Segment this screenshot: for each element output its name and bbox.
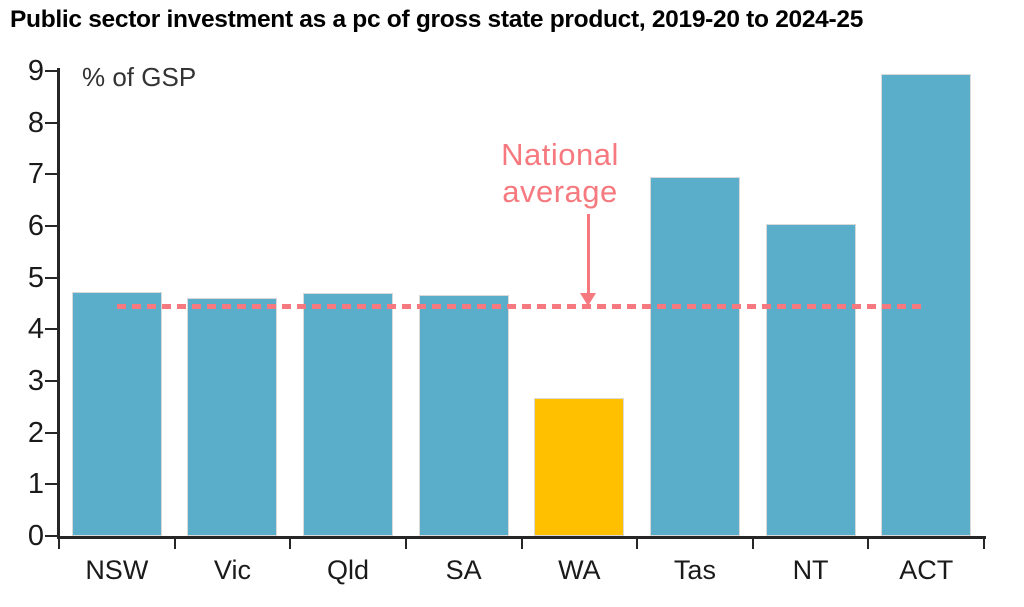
x-axis-tick <box>289 536 292 549</box>
y-axis-tick-label: 9 <box>27 55 44 87</box>
annotation-arrow-line <box>587 214 590 295</box>
national-average-line <box>116 303 927 309</box>
x-axis-tick <box>520 536 523 549</box>
y-axis-tick-label: 7 <box>27 158 44 191</box>
x-axis-label-vic: Vic <box>213 555 251 585</box>
y-axis-unit-label: % of GSP <box>82 62 197 92</box>
y-axis-tick-label: 0 <box>27 520 44 552</box>
x-axis-label-nsw: NSW <box>85 555 149 585</box>
y-axis-tick <box>45 328 57 331</box>
x-axis-label-nt: NT <box>792 555 829 585</box>
national-average-annotation: National average <box>460 136 660 210</box>
x-axis-tick <box>58 536 60 549</box>
x-axis-label-wa: WA <box>558 555 601 585</box>
y-axis-tick-label: 6 <box>27 210 44 242</box>
bar-vic <box>187 298 278 536</box>
x-axis-tick <box>751 536 754 549</box>
annotation-arrow-head-icon <box>580 293 596 307</box>
y-axis-line <box>57 68 60 539</box>
bar-nt <box>765 223 856 536</box>
x-axis-tick <box>867 536 870 549</box>
y-axis-tick-label: 2 <box>27 416 44 449</box>
y-axis-tick <box>45 535 57 537</box>
y-axis-tick-label: 3 <box>27 365 44 397</box>
y-axis-tick <box>45 431 57 434</box>
bar-wa <box>534 397 625 536</box>
x-axis-tick <box>983 536 985 549</box>
y-axis-tick-label: 1 <box>27 468 44 501</box>
x-axis-label-act: ACT <box>899 555 954 585</box>
x-axis-tick <box>173 536 176 549</box>
y-axis-tick <box>45 121 57 124</box>
x-axis-label-tas: Tas <box>673 555 716 585</box>
annotation-line-1: National <box>501 137 619 172</box>
x-axis-label-sa: SA <box>445 555 482 585</box>
x-axis-tick <box>404 536 407 549</box>
bar-tas <box>649 176 740 536</box>
y-axis-tick-label: 8 <box>27 106 44 139</box>
y-axis-tick <box>45 380 57 382</box>
y-axis-tick <box>45 225 57 227</box>
y-axis-tick <box>45 483 57 486</box>
bar-sa <box>418 295 509 536</box>
bar-nsw <box>71 291 162 536</box>
chart-title: Public sector investment as a pc of gros… <box>10 6 864 33</box>
x-axis-label-qld: Qld <box>327 555 370 585</box>
y-axis-tick <box>45 70 57 72</box>
y-axis-tick-label: 5 <box>27 261 44 294</box>
x-axis-tick <box>636 536 639 549</box>
y-axis-tick <box>45 173 57 176</box>
y-axis-tick-label: 4 <box>27 313 44 346</box>
bar-qld <box>303 292 394 536</box>
annotation-line-2: average <box>502 174 618 209</box>
y-axis-tick <box>45 276 57 279</box>
